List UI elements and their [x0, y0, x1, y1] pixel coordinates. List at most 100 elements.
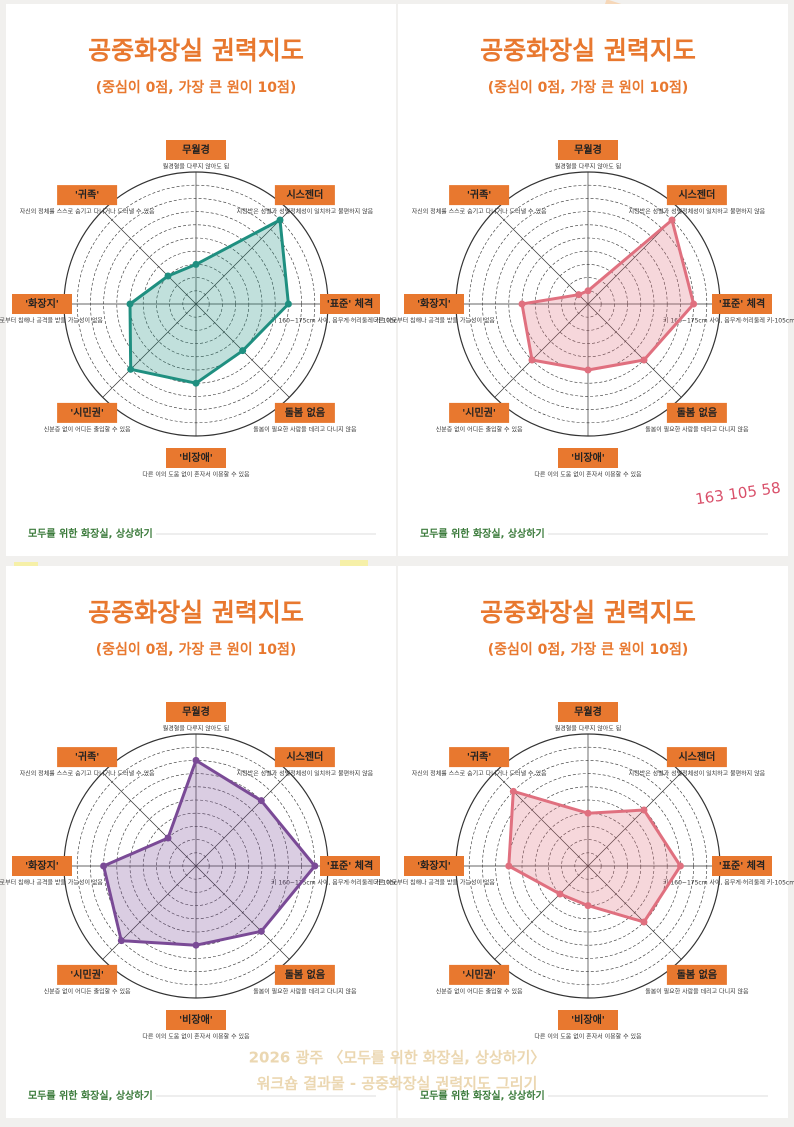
axis-description: 다른 이의 도움 없이 혼자서 이용할 수 있음	[534, 1033, 642, 1041]
worksheet-footer: 모두를 위한 화장실, 상상하기	[28, 1089, 153, 1102]
axis-description: 월경혈을 다루지 않아도 됨	[163, 725, 229, 733]
axis-label: '귀족'	[467, 750, 492, 763]
radar-point	[192, 756, 200, 764]
axis-description: 지정받은 성별과 성별정체성이 일치하고 불편하지 않음	[237, 208, 374, 216]
radar-point	[284, 300, 292, 308]
radar-point	[311, 862, 319, 870]
radar-point	[257, 927, 265, 935]
axis-label-box	[666, 964, 727, 985]
axis-line	[494, 772, 589, 867]
chart-title: 공중화장실 권력지도	[88, 36, 304, 65]
radar-point	[192, 379, 200, 387]
axis-label: 무월경	[574, 705, 602, 718]
radar-point	[518, 300, 526, 308]
axis-description: 다른 이의 도움 없이 혼자서 이용할 수 있음	[142, 471, 250, 479]
caption: 워크숍 결과물 - 공중화장실 권력지도 그리기	[257, 1075, 538, 1093]
axis-description: 다른 이로부터 침해나 공격을 받을 가능성이 없음	[0, 879, 103, 887]
axis-label-box	[274, 185, 335, 206]
radar-point	[239, 347, 247, 355]
axis-description: 자신의 정체를 스스로 숨기고 다니거나 드러낼 수 있음	[412, 208, 547, 216]
axis-description: 키 160~175cm 사이, 몸무게·허리둘레 키-105cm 보다 적음	[271, 317, 429, 325]
radar-point	[584, 287, 592, 295]
axis-label: '화장지'	[25, 297, 59, 310]
axis-label: '시민권'	[462, 406, 496, 419]
axis-label-box	[166, 1010, 226, 1030]
axis-label-box	[558, 140, 618, 160]
axis-label: '화장지'	[25, 859, 59, 872]
axis-label-box	[449, 185, 510, 206]
axis-label-box	[274, 402, 335, 423]
axis-description: 돌봄이 필요한 사람을 데리고 다니지 않음	[253, 425, 357, 433]
radar-point	[584, 809, 592, 817]
caption: 2026 광주 〈모두를 위한 화장실, 상상하기〉	[249, 1049, 546, 1067]
axis-line	[102, 210, 197, 305]
axis-label-box	[558, 1010, 618, 1030]
axis-label-box	[404, 294, 464, 314]
axis-label: 시스젠더	[678, 188, 715, 201]
radar-point	[192, 260, 200, 268]
axis-label: '비장애'	[571, 451, 605, 464]
chart-subtitle: (중심이 0점, 가장 큰 원이 10점)	[488, 641, 689, 658]
axis-label-box	[558, 702, 618, 722]
radar-point	[127, 365, 135, 373]
axis-label-box	[449, 747, 510, 768]
axis-label-box	[449, 402, 510, 423]
axis-label-box	[274, 747, 335, 768]
axis-description: 지정받은 성별과 성별정체성이 일치하고 불편하지 않음	[629, 770, 766, 778]
axis-label: '표준' 체격	[719, 859, 765, 872]
worksheet-footer: 모두를 위한 화장실, 상상하기	[28, 527, 153, 540]
radar-point	[192, 941, 200, 949]
axis-description: 신분증 없이 어디든 출입할 수 있음	[436, 425, 523, 433]
axis-description: 월경혈을 다루지 않아도 됨	[555, 725, 621, 733]
worksheet-footer: 모두를 위한 화장실, 상상하기	[420, 527, 545, 540]
axis-label: '화장지'	[417, 297, 451, 310]
axis-label-box	[57, 185, 118, 206]
axis-description: 지정받은 성별과 성별정체성이 일치하고 불편하지 않음	[237, 770, 374, 778]
axis-label: 돌봄 없음	[285, 406, 325, 419]
axis-line	[195, 210, 290, 305]
axis-label: 돌봄 없음	[677, 968, 717, 981]
axis-label-box	[404, 856, 464, 876]
axis-description: 키 160~175cm 사이, 몸무게·허리둘레 키-105cm 보다 적음	[663, 317, 794, 325]
axis-line	[195, 772, 290, 867]
axis-label: '표준' 체격	[719, 297, 765, 310]
chart-subtitle: (중심이 0점, 가장 큰 원이 10점)	[488, 79, 689, 96]
axis-description: 자신의 정체를 스스로 숨기고 다니거나 드러낼 수 있음	[20, 208, 155, 216]
axis-label: 시스젠더	[286, 188, 323, 201]
axis-line	[587, 303, 682, 398]
axis-description: 다른 이로부터 침해나 공격을 받을 가능성이 없음	[373, 879, 495, 887]
axis-label-box	[12, 294, 72, 314]
radar-point	[164, 834, 172, 842]
axis-label: 시스젠더	[678, 750, 715, 763]
axis-label-box	[558, 448, 618, 468]
axis-label-box	[666, 402, 727, 423]
axis-label-box	[666, 747, 727, 768]
axis-line	[195, 865, 290, 960]
radar-point	[640, 806, 648, 814]
axis-label: '시민권'	[70, 406, 104, 419]
axis-description: 자신의 정체를 스스로 숨기고 다니거나 드러낼 수 있음	[20, 770, 155, 778]
axis-description: 월경혈을 다루지 않아도 됨	[163, 163, 229, 171]
radar-point	[528, 356, 536, 364]
axis-label-box	[166, 140, 226, 160]
chart-title: 공중화장실 권력지도	[480, 598, 696, 627]
axis-description: 다른 이의 도움 없이 혼자서 이용할 수 있음	[534, 471, 642, 479]
axis-label: '비장애'	[179, 451, 213, 464]
axis-label: '표준' 체격	[327, 297, 373, 310]
axis-label-box	[449, 964, 510, 985]
axis-label: '비장애'	[571, 1013, 605, 1026]
radar-point	[100, 862, 108, 870]
axis-label: '시민권'	[70, 968, 104, 981]
axis-description: 돌봄이 필요한 사람을 데리고 다니지 않음	[645, 425, 749, 433]
radar-point	[584, 366, 592, 374]
axis-description: 돌봄이 필요한 사람을 데리고 다니지 않음	[253, 987, 357, 995]
axis-label: '비장애'	[179, 1013, 213, 1026]
axis-label: '귀족'	[75, 750, 100, 763]
chart-title: 공중화장실 권력지도	[88, 598, 304, 627]
axis-label-box	[57, 747, 118, 768]
axis-label: 돌봄 없음	[677, 406, 717, 419]
axis-label-box	[166, 702, 226, 722]
